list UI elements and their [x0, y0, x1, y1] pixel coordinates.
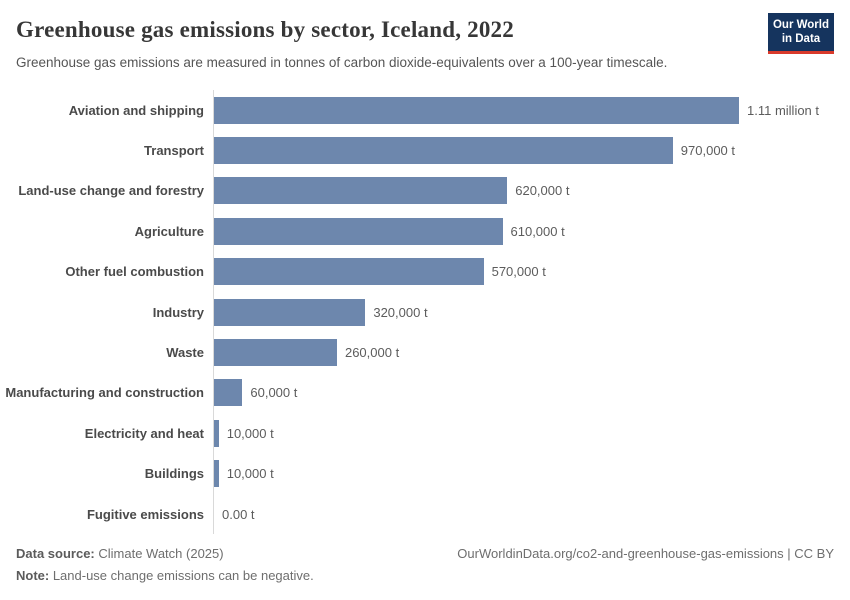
category-label: Waste [166, 345, 204, 360]
chart-row: Manufacturing and construction 60,000 t [0, 372, 850, 414]
bar[interactable] [214, 177, 508, 205]
chart-footer: Data source: Climate Watch (2025) Note: … [16, 543, 834, 589]
bar[interactable] [214, 379, 243, 407]
category-label: Buildings [144, 466, 204, 482]
category-label: Manufacturing and construction [5, 385, 204, 401]
bar[interactable] [214, 419, 219, 447]
chart-row: Industry 320,000 t [0, 291, 850, 333]
category-label: Land-use change and forestry [18, 183, 204, 199]
bar[interactable] [214, 460, 219, 488]
data-source-value: Climate Watch (2025) [94, 545, 224, 561]
bar-value-label: 320,000 t [373, 304, 428, 320]
data-source-line: Data source: Climate Watch (2025) [16, 543, 314, 566]
bar[interactable] [214, 258, 484, 286]
bar-value-label: 0.00 t [222, 506, 255, 522]
chart-row: Buildings 10,000 t [0, 453, 850, 494]
chart-row: Other fuel combustion 570,000 t [0, 251, 850, 292]
bar[interactable] [214, 137, 673, 165]
bar-value-label: 10,000 t [226, 466, 274, 482]
category-label: Fugitive emissions [86, 506, 204, 522]
chart-row: Waste 260,000 t [0, 332, 850, 373]
plot-area: 260,000 t [213, 332, 850, 373]
owid-logo[interactable]: Our World in Data [768, 13, 834, 54]
note-label: Note: [16, 568, 50, 584]
chart-row: Transport 970,000 t [0, 130, 850, 171]
page-subtitle: Greenhouse gas emissions are measured in… [16, 54, 668, 70]
bar-value-label: 1.11 million t [747, 102, 820, 118]
chart-row: Aviation and shipping 1.11 million t [0, 89, 850, 131]
bar[interactable] [214, 96, 739, 124]
plot-area: 320,000 t [213, 291, 850, 333]
category-label: Aviation and shipping [68, 102, 204, 118]
bar-value-label: 60,000 t [250, 385, 298, 401]
bar-value-label: 260,000 t [344, 345, 400, 360]
chart-row: Fugitive emissions 0.00 t [0, 493, 850, 535]
chart-row: Electricity and heat 10,000 t [0, 413, 850, 454]
bar-value-label: 10,000 t [226, 425, 274, 441]
note-line: Note: Land-use change emissions can be n… [16, 565, 314, 588]
category-label: Other fuel combustion [65, 264, 204, 280]
data-source-label: Data source: [16, 545, 95, 561]
bar[interactable] [214, 339, 337, 366]
footer-left: Data source: Climate Watch (2025) Note: … [16, 543, 314, 589]
plot-area: 0.00 t [213, 493, 850, 535]
chart-row: Land-use change and forestry 620,000 t [0, 170, 850, 212]
category-label: Agriculture [134, 223, 204, 239]
bar-value-label: 570,000 t [491, 264, 546, 280]
category-label: Transport [144, 143, 204, 159]
plot-area: 60,000 t [213, 372, 850, 414]
plot-area: 10,000 t [213, 453, 850, 494]
plot-area: 970,000 t [213, 130, 850, 171]
bar-value-label: 970,000 t [680, 143, 735, 159]
owid-logo-line2: in Data [781, 33, 821, 46]
bar-value-label: 610,000 t [510, 223, 565, 239]
plot-area: 570,000 t [213, 251, 850, 292]
bar[interactable] [214, 217, 503, 245]
plot-area: 610,000 t [213, 211, 850, 252]
chart-header: Greenhouse gas emissions by sector, Icel… [16, 13, 834, 72]
owid-logo-line1: Our World [772, 19, 829, 31]
page-title: Greenhouse gas emissions by sector, Icel… [16, 17, 514, 42]
bar-chart: Aviation and shipping 1.11 million t Trans… [0, 89, 850, 535]
note-value: Land-use change emissions can be negativ… [49, 568, 314, 584]
bar-value-label: 620,000 t [515, 183, 570, 199]
plot-area: 620,000 t [213, 170, 850, 212]
plot-area: 10,000 t [213, 413, 850, 454]
owid-citation-link[interactable]: OurWorldinData.org/co2-and-greenhouse-ga… [457, 545, 834, 561]
bar[interactable] [214, 298, 366, 326]
plot-area: 1.11 million t [213, 89, 850, 131]
chart-row: Agriculture 610,000 t [0, 211, 850, 252]
category-label: Industry [152, 304, 204, 320]
category-label: Electricity and heat [84, 425, 204, 441]
